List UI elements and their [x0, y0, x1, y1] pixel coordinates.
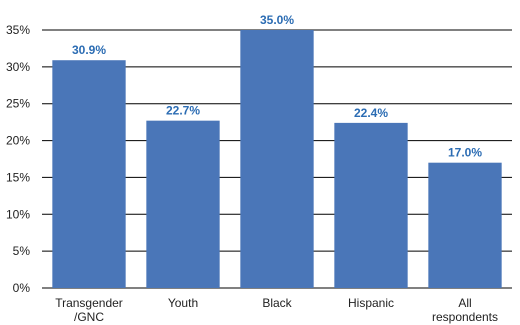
category-label: Youth	[168, 296, 198, 310]
y-tick-label: 0%	[13, 281, 31, 295]
bar	[240, 30, 314, 288]
category-label-line: /GNC	[74, 310, 104, 324]
data-labels: 30.9% 22.7% 35.0% 22.4% 17.0%	[72, 13, 482, 160]
data-label: 30.9%	[72, 43, 106, 57]
category-label-line: Hispanic	[348, 296, 394, 310]
category-label: Black	[262, 296, 292, 310]
category-label-line: Black	[262, 296, 292, 310]
category-label: Transgender/GNC	[55, 296, 123, 324]
y-tick-label: 15%	[6, 170, 30, 184]
bar	[428, 162, 502, 288]
category-label-line: Transgender	[55, 296, 123, 310]
y-tick-label: 20%	[6, 134, 30, 148]
x-axis-category-labels: Transgender/GNC Youth Black Hispanic All resp…	[55, 296, 498, 324]
y-tick-label: 10%	[6, 207, 30, 221]
bars	[52, 30, 502, 289]
bar	[52, 60, 126, 289]
data-label: 35.0%	[260, 13, 294, 27]
data-label: 22.7%	[166, 104, 200, 118]
category-label-line: respondents	[432, 310, 498, 324]
y-tick-label: 5%	[13, 244, 31, 258]
bar	[334, 122, 408, 288]
data-label: 17.0%	[448, 146, 482, 160]
y-tick-label: 35%	[6, 23, 30, 37]
y-tick-label: 30%	[6, 60, 30, 74]
category-label: Hispanic	[348, 296, 394, 310]
y-axis-tick-labels: 0% 5% 10% 15% 20% 25% 30% 35%	[6, 23, 30, 295]
bar	[146, 120, 220, 288]
category-label: All respondents	[432, 296, 498, 324]
y-tick-label: 25%	[6, 97, 30, 111]
category-label-line: Youth	[168, 296, 198, 310]
category-label-line: All	[458, 296, 471, 310]
data-label: 22.4%	[354, 106, 388, 120]
